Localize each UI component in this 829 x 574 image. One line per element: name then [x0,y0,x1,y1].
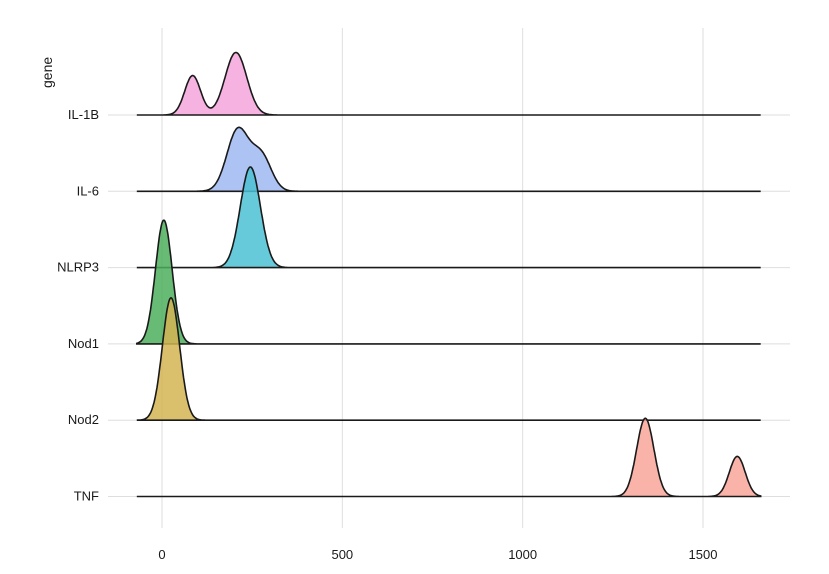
x-tick-label: 1500 [689,547,718,562]
ridge-nlrp3 [136,166,761,269]
ridge-il-1b [136,51,761,116]
gene-label-nod1: Nod1 [68,336,99,351]
gene-label-nod2: Nod2 [68,412,99,427]
gene-label-il-6: IL-6 [77,183,99,198]
ridges [136,51,762,498]
gene-labels: IL-1B IL-6 NLRP3 Nod1 Nod2 TNF [57,107,99,504]
gene-label-tnf: TNF [74,489,99,504]
ridge-tnf [136,417,762,498]
x-tick-label: 0 [158,547,165,562]
x-tick-label: 1000 [508,547,537,562]
ridge-nod1 [136,219,761,345]
x-axis-ticks: 0 500 1000 1500 [158,547,717,562]
gene-label-nlrp3: NLRP3 [57,260,99,275]
gene-label-il-1b: IL-1B [68,107,99,122]
ridge-nod2 [136,297,761,421]
y-axis-title: gene [39,57,55,88]
grid-layer [108,28,790,528]
x-tick-label: 500 [331,547,353,562]
ridge-il-6 [136,126,761,193]
